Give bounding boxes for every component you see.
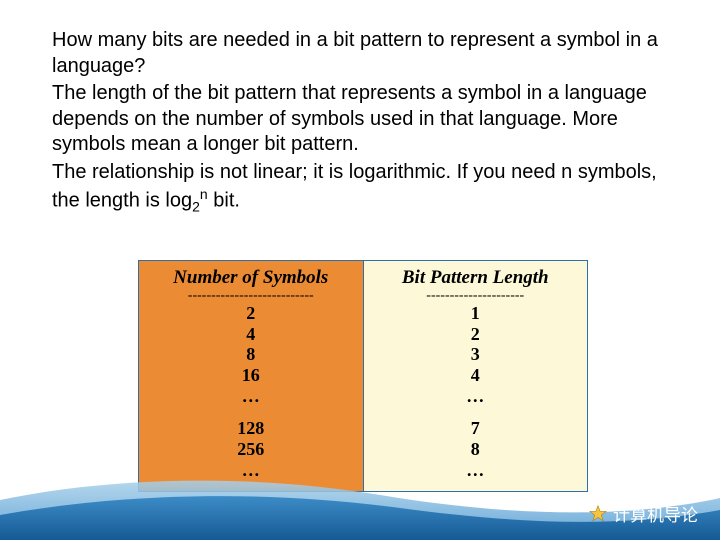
- slide: How many bits are needed in a bit patter…: [0, 0, 720, 540]
- comparison-table: Number of Symbols ----------------------…: [138, 260, 588, 492]
- table-cell: 256: [139, 439, 363, 460]
- table-col-symbols: Number of Symbols ----------------------…: [138, 260, 364, 492]
- table-cell: 7: [364, 418, 588, 439]
- question-text: How many bits are needed in a bit patter…: [52, 28, 672, 79]
- table-cell: 4: [364, 365, 588, 386]
- table-gap: [364, 406, 588, 418]
- table-cell: 1: [364, 303, 588, 324]
- table-cell: …: [364, 386, 588, 407]
- table-cell: 2: [364, 324, 588, 345]
- footer-label: 计算机导论: [589, 501, 698, 526]
- explain2-pre: The relationship is not linear; it is lo…: [52, 161, 657, 211]
- footer-text: 计算机导论: [613, 501, 698, 526]
- table-col-bits: Bit Pattern Length ---------------------…: [364, 260, 589, 492]
- col-header-symbols: Number of Symbols: [139, 267, 363, 289]
- explanation-2: The relationship is not linear; it is lo…: [52, 160, 672, 216]
- explain2-sub: 2: [192, 198, 200, 214]
- table-gap: [139, 406, 363, 418]
- table-cell: 2: [139, 303, 363, 324]
- explain2-post: bit.: [208, 189, 240, 211]
- explain2-sup: n: [200, 186, 208, 202]
- table-cell: 3: [364, 344, 588, 365]
- table-cell: 8: [364, 439, 588, 460]
- table-cell: …: [364, 460, 588, 481]
- col-divider-right: ---------------------: [364, 289, 588, 303]
- col-header-bits: Bit Pattern Length: [364, 267, 588, 289]
- star-icon: [589, 505, 607, 523]
- body-text: How many bits are needed in a bit patter…: [52, 28, 672, 218]
- table-cell: 4: [139, 324, 363, 345]
- table-cell: …: [139, 460, 363, 481]
- col-divider-left: ---------------------------: [139, 289, 363, 303]
- table-cell: 16: [139, 365, 363, 386]
- table-cell: 128: [139, 418, 363, 439]
- table-cell: 8: [139, 344, 363, 365]
- table-cell: …: [139, 386, 363, 407]
- explanation-1: The length of the bit pattern that repre…: [52, 81, 672, 158]
